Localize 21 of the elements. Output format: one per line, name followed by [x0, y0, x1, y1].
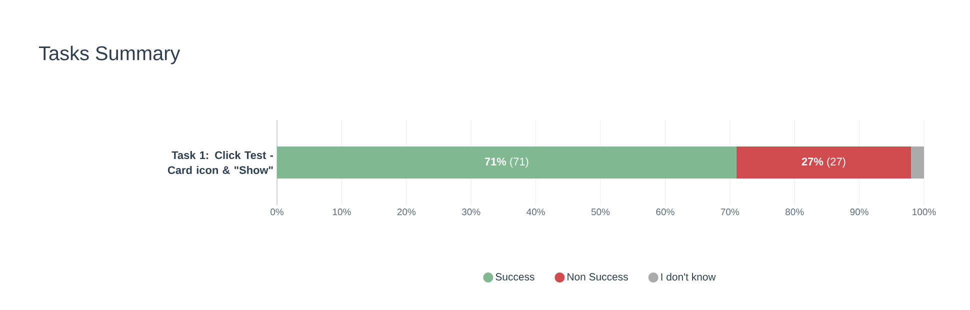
legend-label: I don't know	[661, 272, 716, 281]
legend-label: Non Success	[568, 273, 628, 280]
legend-label: Success	[496, 273, 534, 280]
bar	[277, 146, 736, 178]
bar	[736, 146, 912, 178]
y-tick-label: Task 1: Click Test - Card icon & "Show"	[168, 151, 274, 174]
x-tick-label: 10%	[332, 208, 351, 216]
x-tick-label: 60%	[656, 208, 674, 216]
x-tick-label: 40%	[526, 208, 545, 216]
data-label: 27% (27)	[802, 157, 846, 168]
text: Tasks Summary	[38, 46, 180, 64]
x-tick-label: 30%	[462, 208, 480, 216]
data-label: 71% (71)	[484, 157, 528, 168]
bar	[911, 146, 924, 178]
x-tick-label: 100%	[912, 208, 936, 216]
x-tick-label: 70%	[720, 208, 740, 216]
x-tick-label: 80%	[786, 208, 804, 216]
x-tick-label: 20%	[397, 208, 416, 216]
x-tick-label: 90%	[850, 208, 868, 216]
x-tick-label: 0%	[270, 208, 284, 216]
x-tick-label: 50%	[591, 208, 610, 216]
